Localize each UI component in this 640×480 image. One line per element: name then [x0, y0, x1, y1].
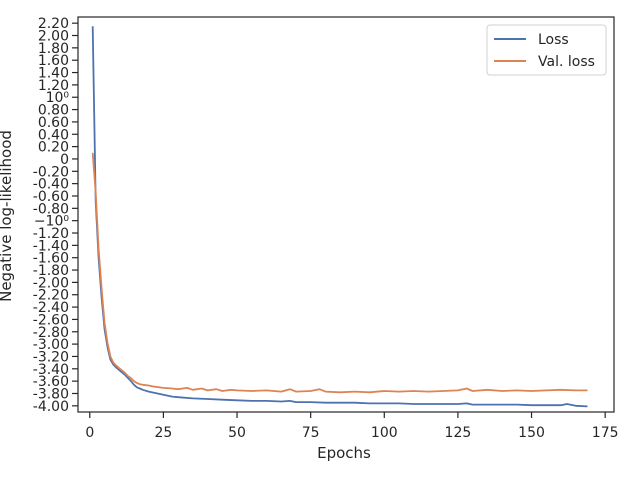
y-tick-label: 1.40: [38, 66, 69, 82]
x-axis-label: Epochs: [317, 444, 371, 462]
y-tick-label: -2.00: [33, 275, 69, 291]
legend-box: [486, 24, 607, 76]
y-tick-label: 0.40: [38, 127, 69, 143]
y-tick-label: -2.40: [33, 300, 69, 316]
x-axis-ticks: 0 25 50 75 100 125 150 175: [85, 412, 619, 441]
y-tick-label: -0.60: [33, 189, 69, 205]
plot-frame: [77, 16, 615, 413]
y-tick-label: -0.40: [33, 177, 69, 193]
y-tick-label: -0.80: [33, 201, 69, 217]
y-tick-label: -2.80: [33, 325, 69, 341]
y-tick-label: 0.20: [38, 140, 69, 156]
y-tick-label: 1.20: [38, 78, 69, 94]
y-axis-label: Negative log-likelihood: [0, 130, 15, 302]
y-tick-label: -2.60: [33, 312, 69, 328]
y-tick-label: -3.80: [33, 386, 69, 402]
y-tick-label: 1.60: [38, 53, 69, 69]
x-tick-label: 100: [371, 425, 398, 441]
y-tick-label: 1.80: [38, 41, 69, 57]
y-axis-ticks: 2.202.001.801.601.401.2010⁰0.800.600.400…: [33, 16, 78, 415]
legend-label: Loss: [538, 32, 569, 48]
y-tick-label: -3.20: [33, 349, 69, 365]
x-tick-label: 125: [445, 425, 472, 441]
y-tick-label: -1.20: [33, 226, 69, 242]
y-tick-label: 2.00: [38, 29, 69, 45]
y-tick-label: -1.80: [33, 263, 69, 279]
x-tick-label: 0: [85, 425, 94, 441]
y-tick-label: -3.60: [33, 374, 69, 390]
y-tick-label: 2.20: [38, 16, 69, 32]
x-tick-label: 25: [154, 425, 172, 441]
legend: Loss Val. loss: [486, 24, 607, 76]
series-layer: [91, 26, 588, 408]
y-tick-label: −10⁰: [34, 214, 70, 230]
y-tick-label: 0: [60, 152, 69, 168]
y-tick-label: -3.40: [33, 362, 69, 378]
x-tick-label: 150: [518, 425, 545, 441]
x-tick-label: 175: [592, 425, 619, 441]
y-tick-label: 0.80: [38, 103, 69, 119]
legend-label: Val. loss: [538, 54, 595, 70]
y-tick-label: -4.00: [33, 399, 69, 415]
y-tick-label: -1.40: [33, 238, 69, 254]
y-tick-label: 10⁰: [46, 90, 70, 106]
series-line-loss: [91, 26, 588, 408]
y-tick-label: 0.60: [38, 115, 69, 131]
y-tick-label: -0.20: [33, 164, 69, 180]
series-line-val-loss: [91, 152, 588, 394]
y-tick-label: -2.20: [33, 288, 69, 304]
y-tick-label: -3.00: [33, 337, 69, 353]
y-tick-label: -1.60: [33, 251, 69, 267]
x-tick-label: 75: [302, 425, 320, 441]
x-tick-label: 50: [228, 425, 246, 441]
